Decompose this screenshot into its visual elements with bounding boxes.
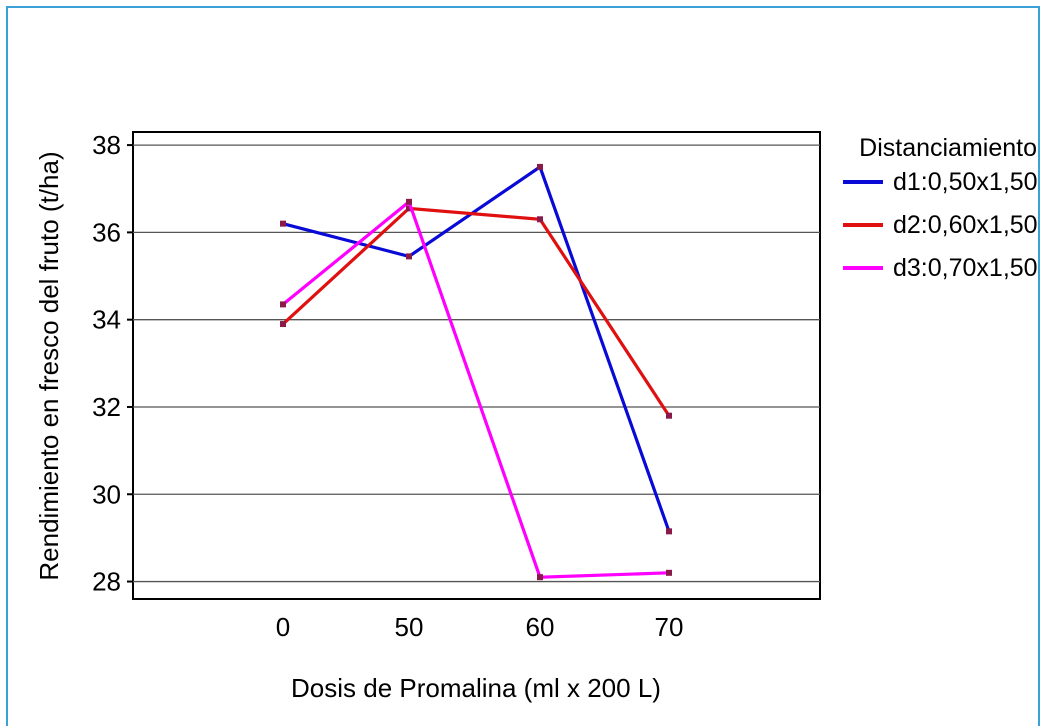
- series-line-1: [282, 164, 671, 532]
- data-point: [280, 301, 286, 308]
- x-axis-ticks: 0 50 60 70: [276, 612, 684, 642]
- legend-title: Distanciamiento: [859, 134, 1037, 162]
- data-point: [280, 321, 286, 328]
- data-point: [280, 220, 286, 227]
- data-point: [406, 205, 412, 212]
- y-tick-label: 28: [92, 567, 121, 597]
- data-point: [537, 163, 543, 170]
- data-point: [666, 569, 672, 576]
- series-lines: [280, 163, 672, 581]
- y-tick-label: 32: [92, 392, 121, 422]
- x-axis-title: Dosis de Promalina (ml x 200 L): [291, 673, 661, 703]
- data-point: [406, 253, 412, 260]
- x-tick-label: 50: [395, 612, 424, 642]
- series-line-3: [281, 199, 670, 579]
- legend-label: d3:0,70x1,50: [893, 254, 1038, 282]
- y-axis-ticks: 28 30 32 34 36 38: [92, 130, 133, 597]
- y-tick-label: 30: [92, 479, 121, 509]
- legend: Distanciamiento d1:0,50x1,50 d2:0,60x1,50…: [843, 134, 1038, 282]
- data-point: [666, 528, 672, 535]
- grid-lines: [133, 144, 820, 583]
- data-point: [537, 574, 543, 581]
- series-line-2: [281, 206, 671, 417]
- data-point: [406, 198, 412, 205]
- plot-area: [132, 131, 821, 600]
- chart-frame: [6, 6, 1040, 726]
- data-point: [537, 216, 543, 223]
- y-tick-label: 36: [92, 217, 121, 247]
- legend-label: d1:0,50x1,50: [893, 168, 1038, 196]
- y-axis-title: Rendimiento en fresco del fruto (t/ha): [34, 151, 64, 580]
- y-tick-label: 34: [92, 305, 121, 335]
- data-point: [666, 412, 672, 419]
- y-tick-label: 38: [92, 130, 121, 160]
- legend-label: d2:0,60x1,50: [893, 211, 1038, 239]
- x-tick-label: 0: [276, 612, 290, 642]
- x-tick-label: 70: [655, 612, 684, 642]
- x-tick-label: 60: [526, 612, 555, 642]
